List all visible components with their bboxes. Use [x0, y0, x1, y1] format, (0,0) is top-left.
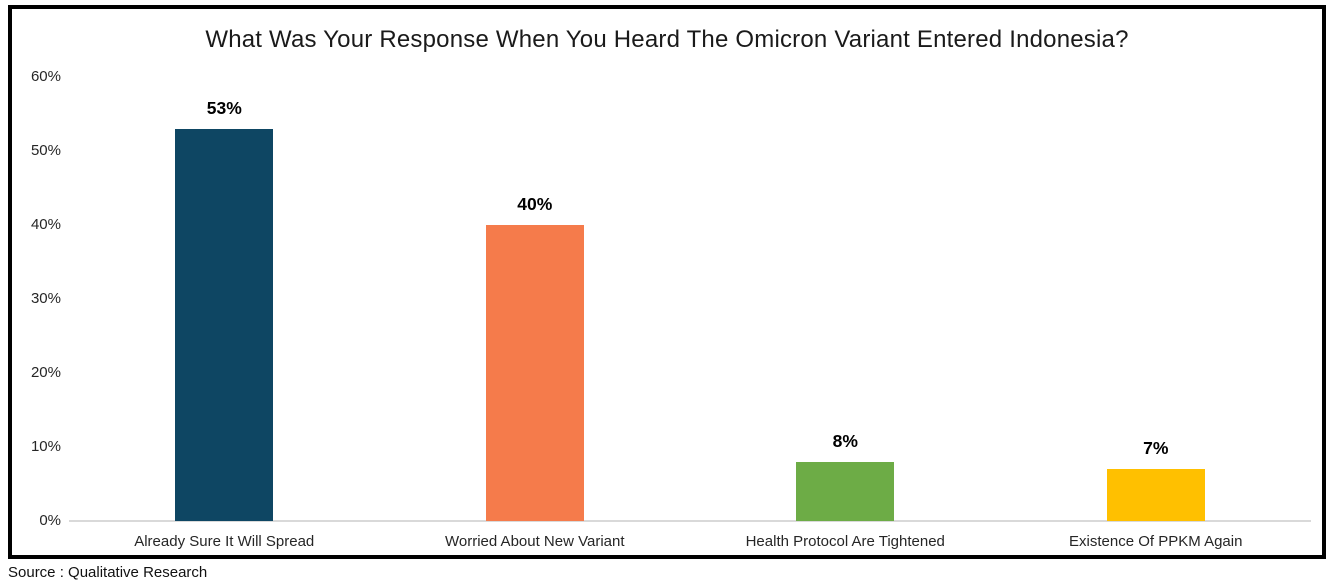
y-tick-label: 40% [30, 216, 61, 233]
x-axis-line [69, 520, 1311, 522]
bar [1106, 469, 1205, 521]
bar [796, 462, 895, 521]
bar-value-label: 53% [206, 98, 242, 118]
bar [485, 225, 584, 521]
chart-frame: What Was Your Response When You Heard Th… [8, 5, 1326, 559]
bar-value-label: 7% [1143, 438, 1169, 458]
category-label: Worried About New Variant [444, 533, 625, 550]
source-note: Source : Qualitative Research [8, 564, 208, 581]
bar [175, 129, 274, 521]
y-tick-label: 10% [30, 438, 61, 455]
category-label: Already Sure It Will Spread [134, 533, 315, 550]
category-label: Health Protocol Are Tightened [745, 533, 945, 550]
bar-value-label: 40% [517, 194, 553, 214]
y-tick-label: 60% [30, 68, 61, 85]
y-tick-label: 20% [30, 364, 61, 381]
plot-area: 53% 40% 8% 7% Already Sure It Will Spread Wo… [4, 4, 1332, 587]
category-label: Existence Of PPKM Again [1069, 533, 1243, 550]
y-tick-label: 30% [30, 290, 61, 307]
y-tick-label: 0% [39, 512, 61, 529]
y-tick-label: 50% [30, 142, 61, 159]
chart-title: What Was Your Response When You Heard Th… [205, 26, 1129, 53]
bar-value-label: 8% [832, 431, 858, 451]
